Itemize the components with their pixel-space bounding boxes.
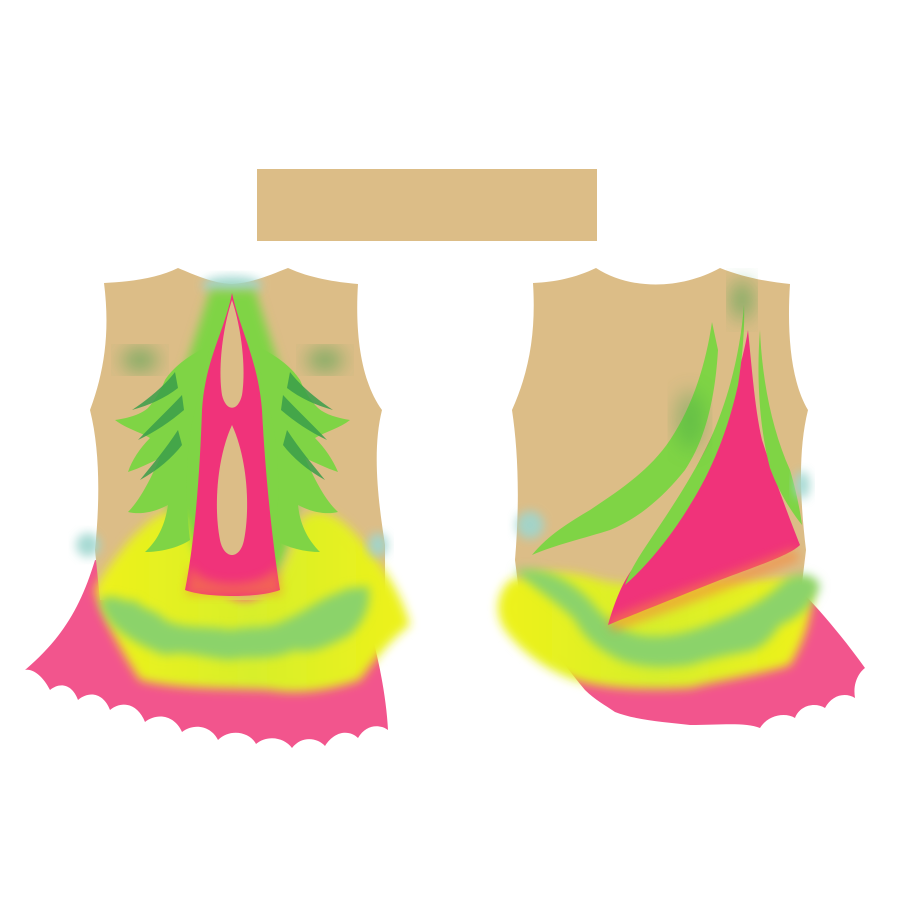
accessory-band [257,169,597,241]
front-leotard [25,268,410,748]
front-right-wing [255,345,350,552]
front-keyhole-upper [220,300,244,408]
front-green-ruffle [100,585,370,660]
front-left-wing [115,345,210,552]
front-keyhole-lower [216,425,248,555]
back-green-ruffle [515,569,820,667]
back-leotard [498,268,865,728]
